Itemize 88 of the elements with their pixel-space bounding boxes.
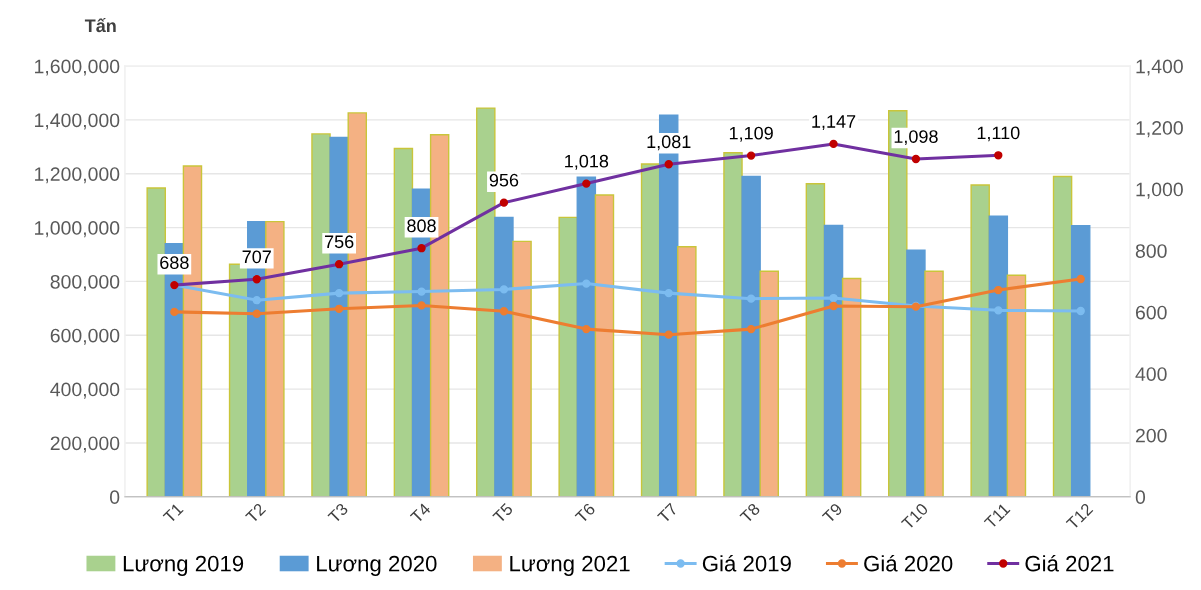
bar: [512, 240, 532, 497]
x-tick-label: T10: [900, 502, 929, 531]
data-label: 1,018: [565, 154, 609, 170]
point: [334, 288, 344, 298]
y-tick-label: 200,000: [50, 436, 120, 453]
y2-tick-label: 400: [1135, 367, 1167, 381]
x-tick-label: T3: [327, 502, 349, 524]
data-label: 756: [325, 235, 354, 249]
y-tick-label: 1,400,000: [35, 113, 120, 130]
bar: [841, 277, 862, 497]
point: [746, 294, 756, 303]
data-label: 688: [160, 256, 189, 270]
legend-label: Giá 2019: [702, 554, 791, 572]
x-tick-label: T7: [657, 502, 679, 524]
x-tick-label: T5: [492, 502, 514, 524]
bar: [988, 215, 1009, 497]
point: [417, 287, 426, 296]
bar: [677, 246, 697, 497]
y-tick-label: 400,000: [50, 382, 120, 399]
data-label: 707: [242, 250, 271, 264]
data-label: 1,081: [647, 135, 691, 151]
bar: [906, 249, 926, 497]
point: [170, 307, 179, 317]
bar: [1006, 274, 1027, 497]
x-tick-label: T12: [1065, 502, 1094, 531]
point: [994, 285, 1003, 295]
y2-tick-label: 200: [1135, 428, 1167, 443]
data-label: 956: [489, 173, 519, 187]
bar: [741, 175, 761, 497]
point: [664, 330, 673, 339]
point: [417, 301, 426, 310]
point: [829, 301, 838, 311]
y-tick-label: 800,000: [50, 274, 120, 291]
bar: [823, 224, 844, 497]
bar: [558, 216, 578, 497]
y2-tick-label: 0: [1135, 490, 1146, 505]
legend-label: Lương 2019: [123, 555, 244, 576]
bar: [924, 270, 944, 497]
data-label: 1,147: [812, 115, 856, 130]
bar: [759, 270, 780, 497]
point: [994, 306, 1003, 315]
y-axis-title: Tấn: [84, 18, 116, 33]
point: [1076, 306, 1085, 316]
point: [1076, 274, 1085, 284]
bar: [576, 176, 597, 497]
data-label: 1,109: [729, 126, 773, 142]
point: [334, 304, 344, 313]
point: [829, 293, 838, 303]
y-tick-label: 1,600,000: [35, 59, 120, 76]
legend-label: Lương 2020: [317, 555, 437, 576]
data-label: 808: [407, 219, 436, 233]
y-tick-label: 0: [109, 490, 120, 505]
point: [664, 288, 673, 298]
bar: [640, 163, 661, 497]
point: [582, 279, 591, 288]
y2-tick-label: 1,200: [1136, 121, 1183, 138]
point: [252, 296, 261, 305]
bar: [594, 194, 615, 497]
x-tick-label: T11: [983, 502, 1011, 530]
x-tick-label: T8: [739, 502, 761, 524]
x-tick-label: T6: [574, 502, 596, 524]
data-label: 1,110: [977, 126, 1020, 142]
y2-tick-label: 1,400: [1136, 59, 1183, 76]
y2-tick-label: 800: [1135, 244, 1167, 258]
point: [582, 324, 591, 334]
point: [499, 307, 509, 316]
y2-tick-label: 1,000: [1136, 182, 1183, 199]
x-tick-label: T2: [244, 502, 267, 524]
y2-tick-label: 600: [1135, 305, 1167, 320]
legend-label: Giá 2020: [864, 554, 953, 572]
bar: [805, 183, 826, 497]
point: [746, 324, 756, 334]
point: [252, 309, 261, 318]
bar: [723, 152, 743, 497]
x-tick-label: T4: [409, 502, 432, 524]
bar: [1070, 225, 1091, 497]
bar: [1052, 175, 1073, 497]
legend-label: Lương 2021: [510, 555, 630, 576]
data-label: 1,098: [894, 130, 938, 146]
y-tick-label: 1,000,000: [35, 221, 120, 238]
y-tick-label: 1,200,000: [35, 167, 120, 184]
y-tick-label: 600,000: [50, 328, 120, 345]
x-tick-label: T1: [162, 502, 184, 524]
point: [499, 285, 509, 294]
x-tick-label: T9: [821, 502, 843, 524]
bar: [970, 184, 990, 497]
bar: [494, 216, 514, 497]
legend-label: Giá 2021: [1025, 554, 1114, 572]
